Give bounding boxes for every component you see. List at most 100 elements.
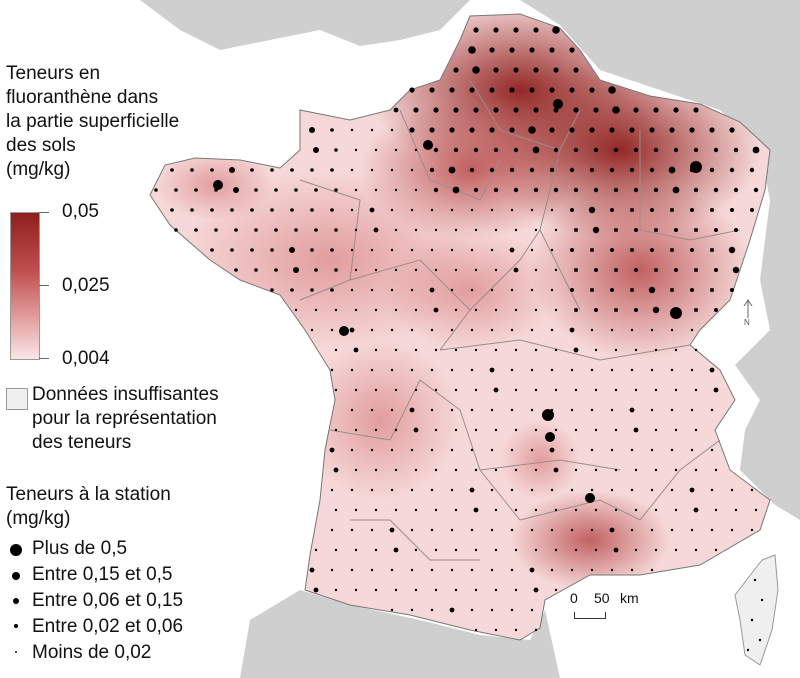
- station-point: [470, 568, 474, 572]
- station-point: [450, 368, 454, 372]
- station-point: [330, 528, 334, 532]
- station-point: [494, 348, 498, 352]
- station-point-corsica: [753, 578, 757, 582]
- station-point: [589, 127, 595, 133]
- station-point: [670, 408, 674, 412]
- ramp-tick: [39, 212, 49, 213]
- station-point: [553, 467, 559, 473]
- station-point: [394, 428, 398, 432]
- station-point: [590, 368, 594, 372]
- station-point: [674, 508, 678, 512]
- station-point: [414, 308, 418, 312]
- station-point: [313, 587, 319, 593]
- station-point: [529, 47, 535, 53]
- station-point: [470, 448, 474, 452]
- station-point: [729, 167, 735, 173]
- station-point: [429, 127, 435, 133]
- station-point: [314, 268, 318, 272]
- insufficient-data-label: Données insuffisantes pour la représenta…: [32, 383, 219, 455]
- station-point: [552, 26, 560, 34]
- station-point: [653, 147, 659, 153]
- station-point: [394, 468, 398, 472]
- station-point: [370, 448, 374, 452]
- station-point: [229, 167, 235, 173]
- station-point: [570, 488, 574, 492]
- station-point: [190, 168, 194, 172]
- station-point: [370, 368, 374, 372]
- station-point-corsica: [750, 618, 754, 622]
- station-point: [410, 448, 414, 452]
- scale-line: [574, 612, 606, 619]
- station-point: [590, 528, 594, 532]
- station-point: [694, 268, 698, 272]
- station-point: [674, 228, 678, 232]
- station-point: [650, 208, 654, 212]
- station-point: [670, 448, 674, 452]
- neighbor-land-east: [520, 0, 800, 330]
- station-point: [314, 308, 318, 312]
- station-point: [654, 388, 658, 392]
- station-point: [573, 347, 579, 353]
- station-point: [454, 588, 458, 592]
- station-point: [233, 187, 239, 193]
- station-point: [754, 508, 758, 512]
- ramp-min-label: 0,004: [62, 348, 110, 369]
- station-point: [614, 228, 618, 232]
- station-point: [474, 588, 478, 592]
- station-point: [728, 246, 736, 254]
- station-point: [570, 408, 574, 412]
- station-point: [450, 288, 454, 292]
- station-point: [674, 348, 678, 352]
- station-points: [154, 26, 764, 652]
- station-point: [569, 87, 575, 93]
- station-point: [310, 288, 314, 292]
- station-point: [370, 328, 374, 332]
- station-point: [490, 208, 494, 212]
- station-point: [629, 407, 635, 413]
- station-point: [670, 208, 674, 212]
- station-point: [570, 248, 574, 252]
- station-point: [430, 368, 434, 372]
- station-point: [390, 328, 394, 332]
- station-point: [610, 328, 614, 332]
- station-point: [494, 588, 498, 592]
- station-point: [573, 107, 579, 113]
- station-point: [433, 147, 439, 153]
- station-point: [493, 27, 499, 33]
- station-point: [594, 308, 598, 312]
- station-point: [493, 147, 499, 153]
- station-point: [550, 528, 554, 532]
- station-point: [394, 388, 398, 392]
- station-point: [549, 127, 555, 133]
- station-point: [410, 208, 414, 212]
- station-point: [410, 528, 414, 532]
- station-point: [654, 428, 658, 432]
- station-point: [410, 608, 414, 612]
- station-point: [690, 248, 694, 252]
- station-point: [330, 128, 334, 132]
- station-point: [690, 408, 694, 412]
- station-point: [592, 226, 600, 234]
- station-point: [634, 548, 638, 552]
- station-point: [694, 348, 698, 352]
- station-point: [493, 67, 499, 73]
- station-point: [454, 508, 458, 512]
- station-point: [350, 248, 354, 252]
- station-point: [309, 567, 315, 573]
- station-point: [410, 368, 414, 372]
- station-point: [434, 348, 438, 352]
- scale-zero: 0: [570, 590, 578, 606]
- station-point: [210, 248, 214, 252]
- station-point: [410, 248, 414, 252]
- station-point: [670, 488, 674, 492]
- station-point: [514, 308, 518, 312]
- station-point: [630, 208, 634, 212]
- station-point: [333, 467, 339, 473]
- station-point: [390, 368, 394, 372]
- station-point: [510, 448, 514, 452]
- station-point: [170, 168, 174, 172]
- station-point: [734, 508, 738, 512]
- station-point: [513, 147, 519, 153]
- station-point: [329, 447, 335, 453]
